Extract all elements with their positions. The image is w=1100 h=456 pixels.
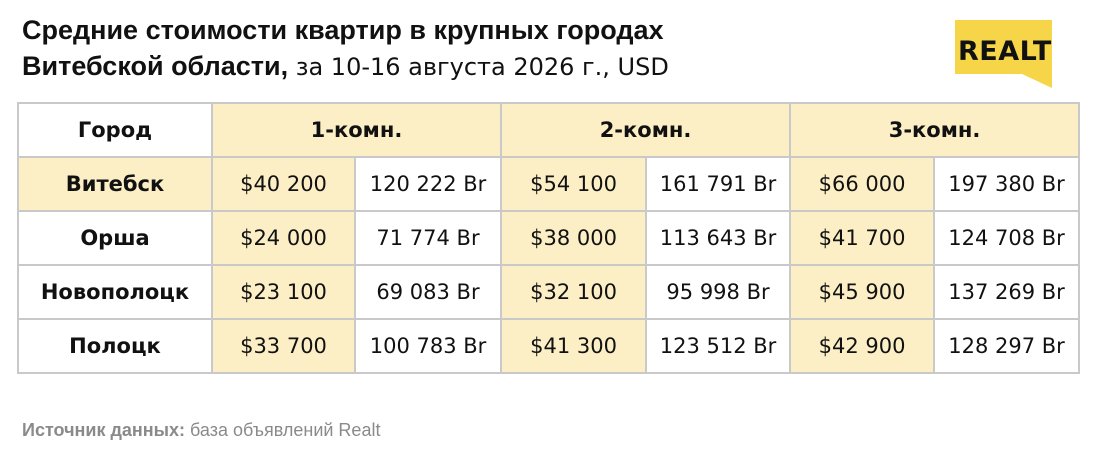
logo-text: REALT [958, 36, 1052, 67]
price-byn-1: 69 083 Br [353, 264, 503, 320]
header-1-room: 1-комн. [210, 102, 503, 158]
price-byn-3: 128 297 Br [933, 318, 1081, 374]
header-3-room: 3-комн. [789, 102, 1081, 158]
price-usd-2: $38 000 [500, 210, 648, 266]
city-cell: Витебск [17, 156, 213, 212]
price-usd-1: $24 000 [211, 210, 356, 266]
price-byn-2: 95 998 Br [645, 264, 792, 320]
city-cell: Орша [17, 210, 213, 266]
table-header-row: Город 1-комн. 2-комн. 3-комн. [17, 102, 1081, 158]
price-usd-3: $41 700 [789, 210, 936, 266]
city-cell: Новополоцк [17, 264, 213, 320]
prices-table: Город 1-комн. 2-комн. 3-комн. Витебск $4… [17, 102, 1081, 374]
header-city: Город [17, 102, 213, 158]
source-text: база объявлений Realt [185, 420, 381, 440]
price-usd-2: $54 100 [500, 156, 648, 212]
table-row: Полоцк $33 700 100 783 Br $41 300 123 51… [17, 318, 1081, 374]
realt-logo: REALT [952, 20, 1070, 92]
title-region: Витебской области, [22, 51, 289, 81]
price-usd-1: $23 100 [211, 264, 356, 320]
title-period: за 10-16 августа 2026 г., USD [288, 53, 669, 81]
price-byn-1: 71 774 Br [353, 210, 503, 266]
title-line-1: Средние стоимости квартир в крупных горо… [22, 12, 922, 48]
price-usd-3: $42 900 [789, 318, 936, 374]
table-row: Новополоцк $23 100 69 083 Br $32 100 95 … [17, 264, 1081, 320]
header-2-room: 2-комн. [500, 102, 792, 158]
table-row: Витебск $40 200 120 222 Br $54 100 161 7… [17, 156, 1081, 212]
price-byn-1: 100 783 Br [353, 318, 503, 374]
price-byn-2: 123 512 Br [645, 318, 792, 374]
page-title: Средние стоимости квартир в крупных горо… [22, 12, 922, 85]
price-byn-2: 161 791 Br [645, 156, 792, 212]
title-line-2: Витебской области, за 10-16 августа 2026… [22, 48, 922, 85]
price-usd-3: $45 900 [789, 264, 936, 320]
price-byn-2: 113 643 Br [645, 210, 792, 266]
price-byn-3: 137 269 Br [933, 264, 1081, 320]
city-cell: Полоцк [17, 318, 213, 374]
table-row: Орша $24 000 71 774 Br $38 000 113 643 B… [17, 210, 1081, 266]
price-usd-1: $40 200 [211, 156, 356, 212]
price-byn-3: 197 380 Br [933, 156, 1081, 212]
title-main: Средние стоимости квартир в крупных горо… [22, 15, 664, 45]
price-usd-1: $33 700 [211, 318, 356, 374]
price-usd-3: $66 000 [789, 156, 936, 212]
price-byn-3: 124 708 Br [933, 210, 1081, 266]
logo-shape-icon [955, 20, 1052, 88]
source-note: Источник данных: база объявлений Realt [22, 420, 380, 441]
price-usd-2: $41 300 [500, 318, 648, 374]
price-byn-1: 120 222 Br [353, 156, 503, 212]
price-usd-2: $32 100 [500, 264, 648, 320]
source-label: Источник данных: [22, 420, 186, 440]
